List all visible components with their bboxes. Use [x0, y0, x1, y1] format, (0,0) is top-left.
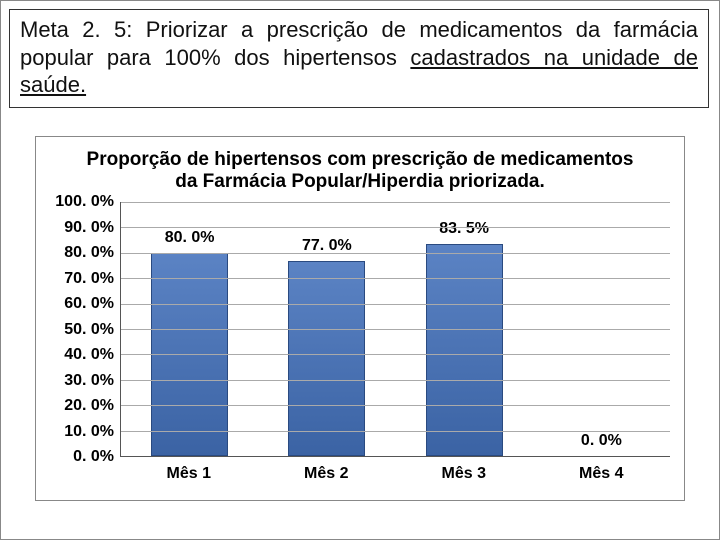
gridline	[121, 227, 670, 228]
y-tick-label: 30. 0%	[64, 372, 114, 390]
gridline	[121, 405, 670, 406]
slide: Meta 2. 5: Priorizar a prescrição de med…	[0, 0, 720, 540]
gridline	[121, 253, 670, 254]
bar	[426, 244, 503, 456]
x-category-label: Mês 2	[258, 465, 396, 483]
gridline	[121, 354, 670, 355]
chart-title: Proporção de hipertensos com prescrição …	[50, 147, 670, 203]
gridline	[121, 304, 670, 305]
x-axis: Mês 1Mês 2Mês 3Mês 4	[120, 465, 670, 483]
y-tick-label: 40. 0%	[64, 346, 114, 364]
plot-area: 80. 0% 77. 0% 83. 5% 0. 0%	[120, 202, 670, 457]
gridline	[121, 431, 670, 432]
header-line1: Meta 2. 5: Priorizar a prescrição de med…	[20, 17, 600, 42]
x-category-label: Mês 3	[395, 465, 533, 483]
x-category-label: Mês 1	[120, 465, 258, 483]
y-tick-label: 70. 0%	[64, 270, 114, 288]
gridline	[121, 329, 670, 330]
y-tick-label: 50. 0%	[64, 321, 114, 339]
bar	[288, 261, 365, 457]
y-tick-label: 10. 0%	[64, 423, 114, 441]
plot-area-wrap: 100. 0%90. 0%80. 0%70. 0%60. 0%50. 0%40.…	[50, 202, 670, 457]
y-tick-label: 60. 0%	[64, 295, 114, 313]
x-category-label: Mês 4	[533, 465, 671, 483]
bar-value-label: 80. 0%	[165, 229, 215, 247]
gridline	[121, 202, 670, 203]
bar-value-label: 77. 0%	[302, 237, 352, 255]
y-tick-label: 80. 0%	[64, 244, 114, 262]
y-tick-label: 90. 0%	[64, 219, 114, 237]
meta-header: Meta 2. 5: Priorizar a prescrição de med…	[9, 9, 709, 108]
chart-frame: Proporção de hipertensos com prescrição …	[35, 136, 685, 501]
y-tick-label: 20. 0%	[64, 397, 114, 415]
y-tick-label: 100. 0%	[55, 193, 114, 211]
gridline	[121, 380, 670, 381]
y-axis: 100. 0%90. 0%80. 0%70. 0%60. 0%50. 0%40.…	[50, 202, 120, 457]
bar-value-label: 83. 5%	[439, 220, 489, 238]
y-tick-label: 0. 0%	[73, 448, 114, 466]
bar-value-label: 0. 0%	[581, 432, 622, 450]
gridline	[121, 278, 670, 279]
